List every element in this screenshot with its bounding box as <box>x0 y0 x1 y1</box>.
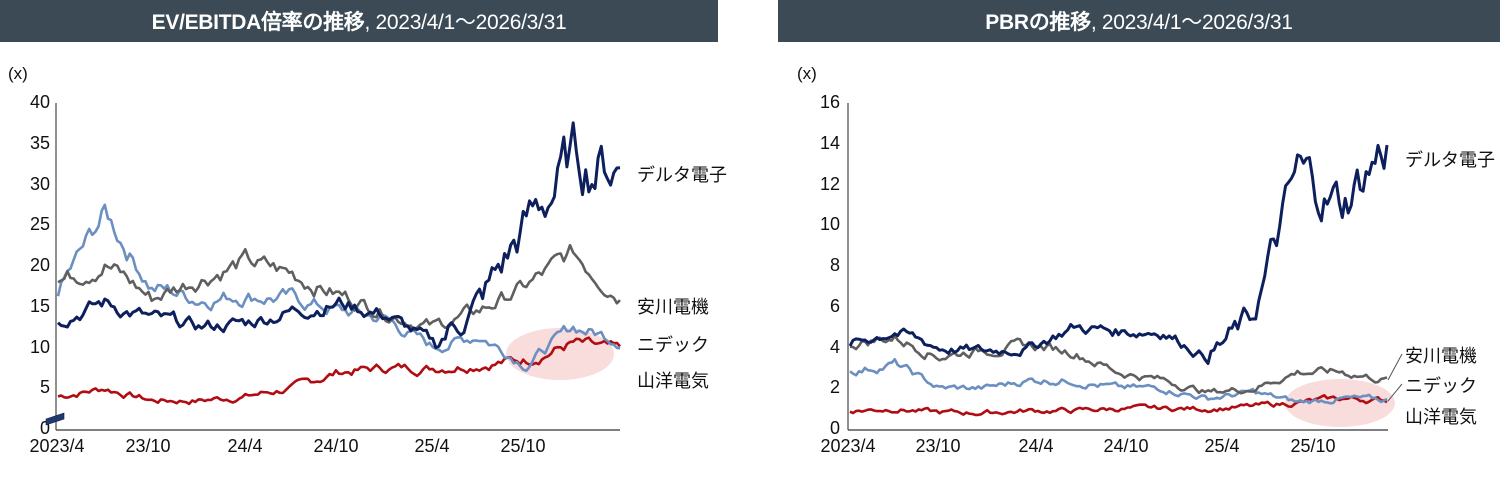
right-label-nidec: ニデック <box>1405 376 1477 396</box>
y-tick-label: 0 <box>39 418 50 438</box>
series-line-nidec <box>56 203 621 373</box>
series-line-delta <box>848 143 1389 365</box>
x-tick-label: 25/10 <box>500 436 546 456</box>
left-label-sanyo: 山洋電気 <box>637 371 709 391</box>
y-tick-label: 10 <box>819 214 840 235</box>
y-tick-label: 15 <box>29 295 50 316</box>
y-tick-label: 14 <box>819 132 840 153</box>
left-title-main: EV/EBITDA倍率の推移 <box>151 11 365 34</box>
x-tick-label: 24/10 <box>313 436 359 456</box>
y-tick-label: 30 <box>29 173 50 194</box>
y-tick-label: 5 <box>39 377 50 398</box>
left-label-delta: デルタ電子 <box>637 165 727 185</box>
y-tick-label: 6 <box>829 295 840 316</box>
x-tick-label: 24/10 <box>1103 436 1149 456</box>
y-tick-label: 35 <box>29 132 50 153</box>
axis-break-icon <box>45 412 65 426</box>
series-line-nidec <box>849 357 1388 405</box>
x-tick-label: 2023/4 <box>29 436 85 456</box>
right-title-range: , 2023/4/1～2026/3/31 <box>1090 11 1293 34</box>
leader-line-nidec <box>1387 383 1403 402</box>
left-label-yaskawa: 安川電機 <box>637 297 709 317</box>
series-line-yaskawa <box>849 334 1388 395</box>
x-tick-label: 2023/4 <box>820 436 876 456</box>
left-chart-title: EV/EBITDA倍率の推移, 2023/4/1～2026/3/31 <box>0 0 718 42</box>
right-label-yaskawa: 安川電機 <box>1405 346 1477 366</box>
y-tick-label: 2 <box>829 377 840 398</box>
y-tick-label: 16 <box>819 92 840 112</box>
right-label-sanyo: 山洋電気 <box>1405 407 1477 427</box>
y-tick-label: 8 <box>829 255 840 275</box>
left-highlight-ellipse <box>506 328 614 380</box>
y-tick-label: 0 <box>829 418 840 438</box>
left-label-nidec: ニデック <box>637 335 709 355</box>
y-tick-label: 10 <box>29 336 50 357</box>
y-tick-label: 25 <box>29 214 50 235</box>
series-line-delta <box>56 121 621 350</box>
left-series-lines <box>56 121 621 406</box>
x-tick-label: 25/10 <box>1290 436 1336 456</box>
x-tick-label: 24/4 <box>227 436 263 456</box>
x-tick-label: 24/4 <box>1018 436 1054 456</box>
right-chart-title: PBRの推移, 2023/4/1～2026/3/31 <box>778 0 1500 42</box>
right-y-unit: (x) <box>797 64 817 83</box>
x-tick-label: 23/10 <box>915 436 961 456</box>
y-tick-label: 4 <box>829 336 840 357</box>
y-tick-label: 20 <box>29 255 50 275</box>
series-line-sanyo <box>57 336 621 406</box>
x-tick-label: 23/10 <box>125 436 171 456</box>
right-label-delta: デルタ電子 <box>1405 150 1495 170</box>
left-title-range: , 2023/4/1～2026/3/31 <box>364 11 567 34</box>
x-tick-label: 25/4 <box>1204 436 1240 456</box>
right-highlight-ellipse <box>1285 379 1395 427</box>
y-tick-label: 40 <box>29 92 50 112</box>
left-y-unit: (x) <box>8 64 28 83</box>
leader-line-yaskawa <box>1387 353 1403 381</box>
right-title-main: PBRの推移 <box>985 11 1091 34</box>
series-line-yaskawa <box>57 243 621 332</box>
y-tick-label: 12 <box>819 173 840 194</box>
right-series-lines <box>848 143 1389 417</box>
x-tick-label: 25/4 <box>414 436 450 456</box>
